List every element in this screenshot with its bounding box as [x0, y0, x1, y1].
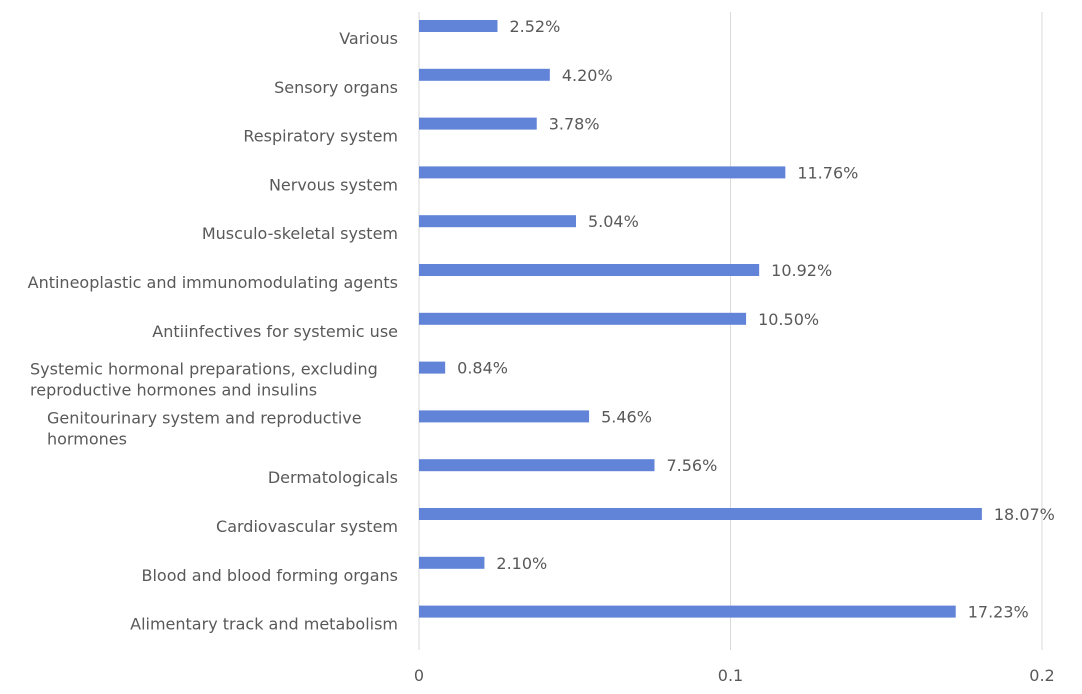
bars: [419, 20, 982, 618]
data-label: 10.50%: [758, 310, 819, 329]
data-label: 7.56%: [666, 456, 717, 475]
category-label: Antineoplastic and immunomodulating agen…: [28, 273, 398, 292]
category-label: Sensory organs: [274, 78, 398, 97]
category-label: Respiratory system: [243, 127, 398, 146]
category-label: Dermatologicals: [268, 468, 398, 487]
category-label: Various: [339, 29, 398, 48]
data-label: 4.20%: [562, 66, 613, 85]
data-labels: 2.52% 4.20% 3.78% 11.76% 5.04% 10.92% 10.50% 0.…: [457, 17, 1055, 622]
category-label: Genitourinary system and reproductive hor…: [47, 408, 362, 448]
category-label: Musculo-skeletal system: [202, 224, 398, 243]
x-axis-tick-labels: 0 0.1 0.2: [414, 666, 1055, 685]
category-label: Blood and blood forming organs: [141, 566, 398, 585]
category-label: Nervous system: [269, 175, 398, 194]
bar: [419, 68, 550, 81]
category-labels: Various Sensory organs Respiratory system N…: [28, 29, 398, 634]
data-label: 2.52%: [509, 17, 560, 36]
data-label: 11.76%: [797, 163, 858, 182]
data-label: 17.23%: [968, 603, 1029, 622]
bar: [419, 117, 537, 130]
x-tick-label: 0.2: [1029, 666, 1054, 685]
category-label: Alimentary track and metabolism: [130, 615, 398, 634]
x-tick-label: 0.1: [718, 666, 743, 685]
bar: [419, 508, 982, 520]
bar: [419, 556, 485, 569]
x-tick-label: 0: [414, 666, 424, 685]
bar: [419, 361, 446, 374]
data-label: 3.78%: [549, 115, 600, 134]
data-label: 2.10%: [496, 554, 547, 573]
data-label: 18.07%: [994, 505, 1055, 524]
category-label: Antiinfectives for systemic use: [152, 322, 398, 341]
category-label: Systemic hormonal preparations, excludin…: [30, 360, 378, 400]
data-label: 5.04%: [588, 212, 639, 231]
bar: [419, 312, 747, 325]
category-label: Cardiovascular system: [216, 517, 398, 536]
bar: [419, 459, 655, 472]
bar: [419, 605, 956, 618]
bar: [419, 264, 760, 276]
data-label: 5.46%: [601, 407, 652, 426]
data-label: 10.92%: [771, 261, 832, 280]
bar: [419, 215, 576, 228]
bar: [419, 166, 786, 179]
bar: [419, 20, 498, 32]
bar: [419, 410, 590, 423]
data-label: 0.84%: [457, 359, 508, 378]
